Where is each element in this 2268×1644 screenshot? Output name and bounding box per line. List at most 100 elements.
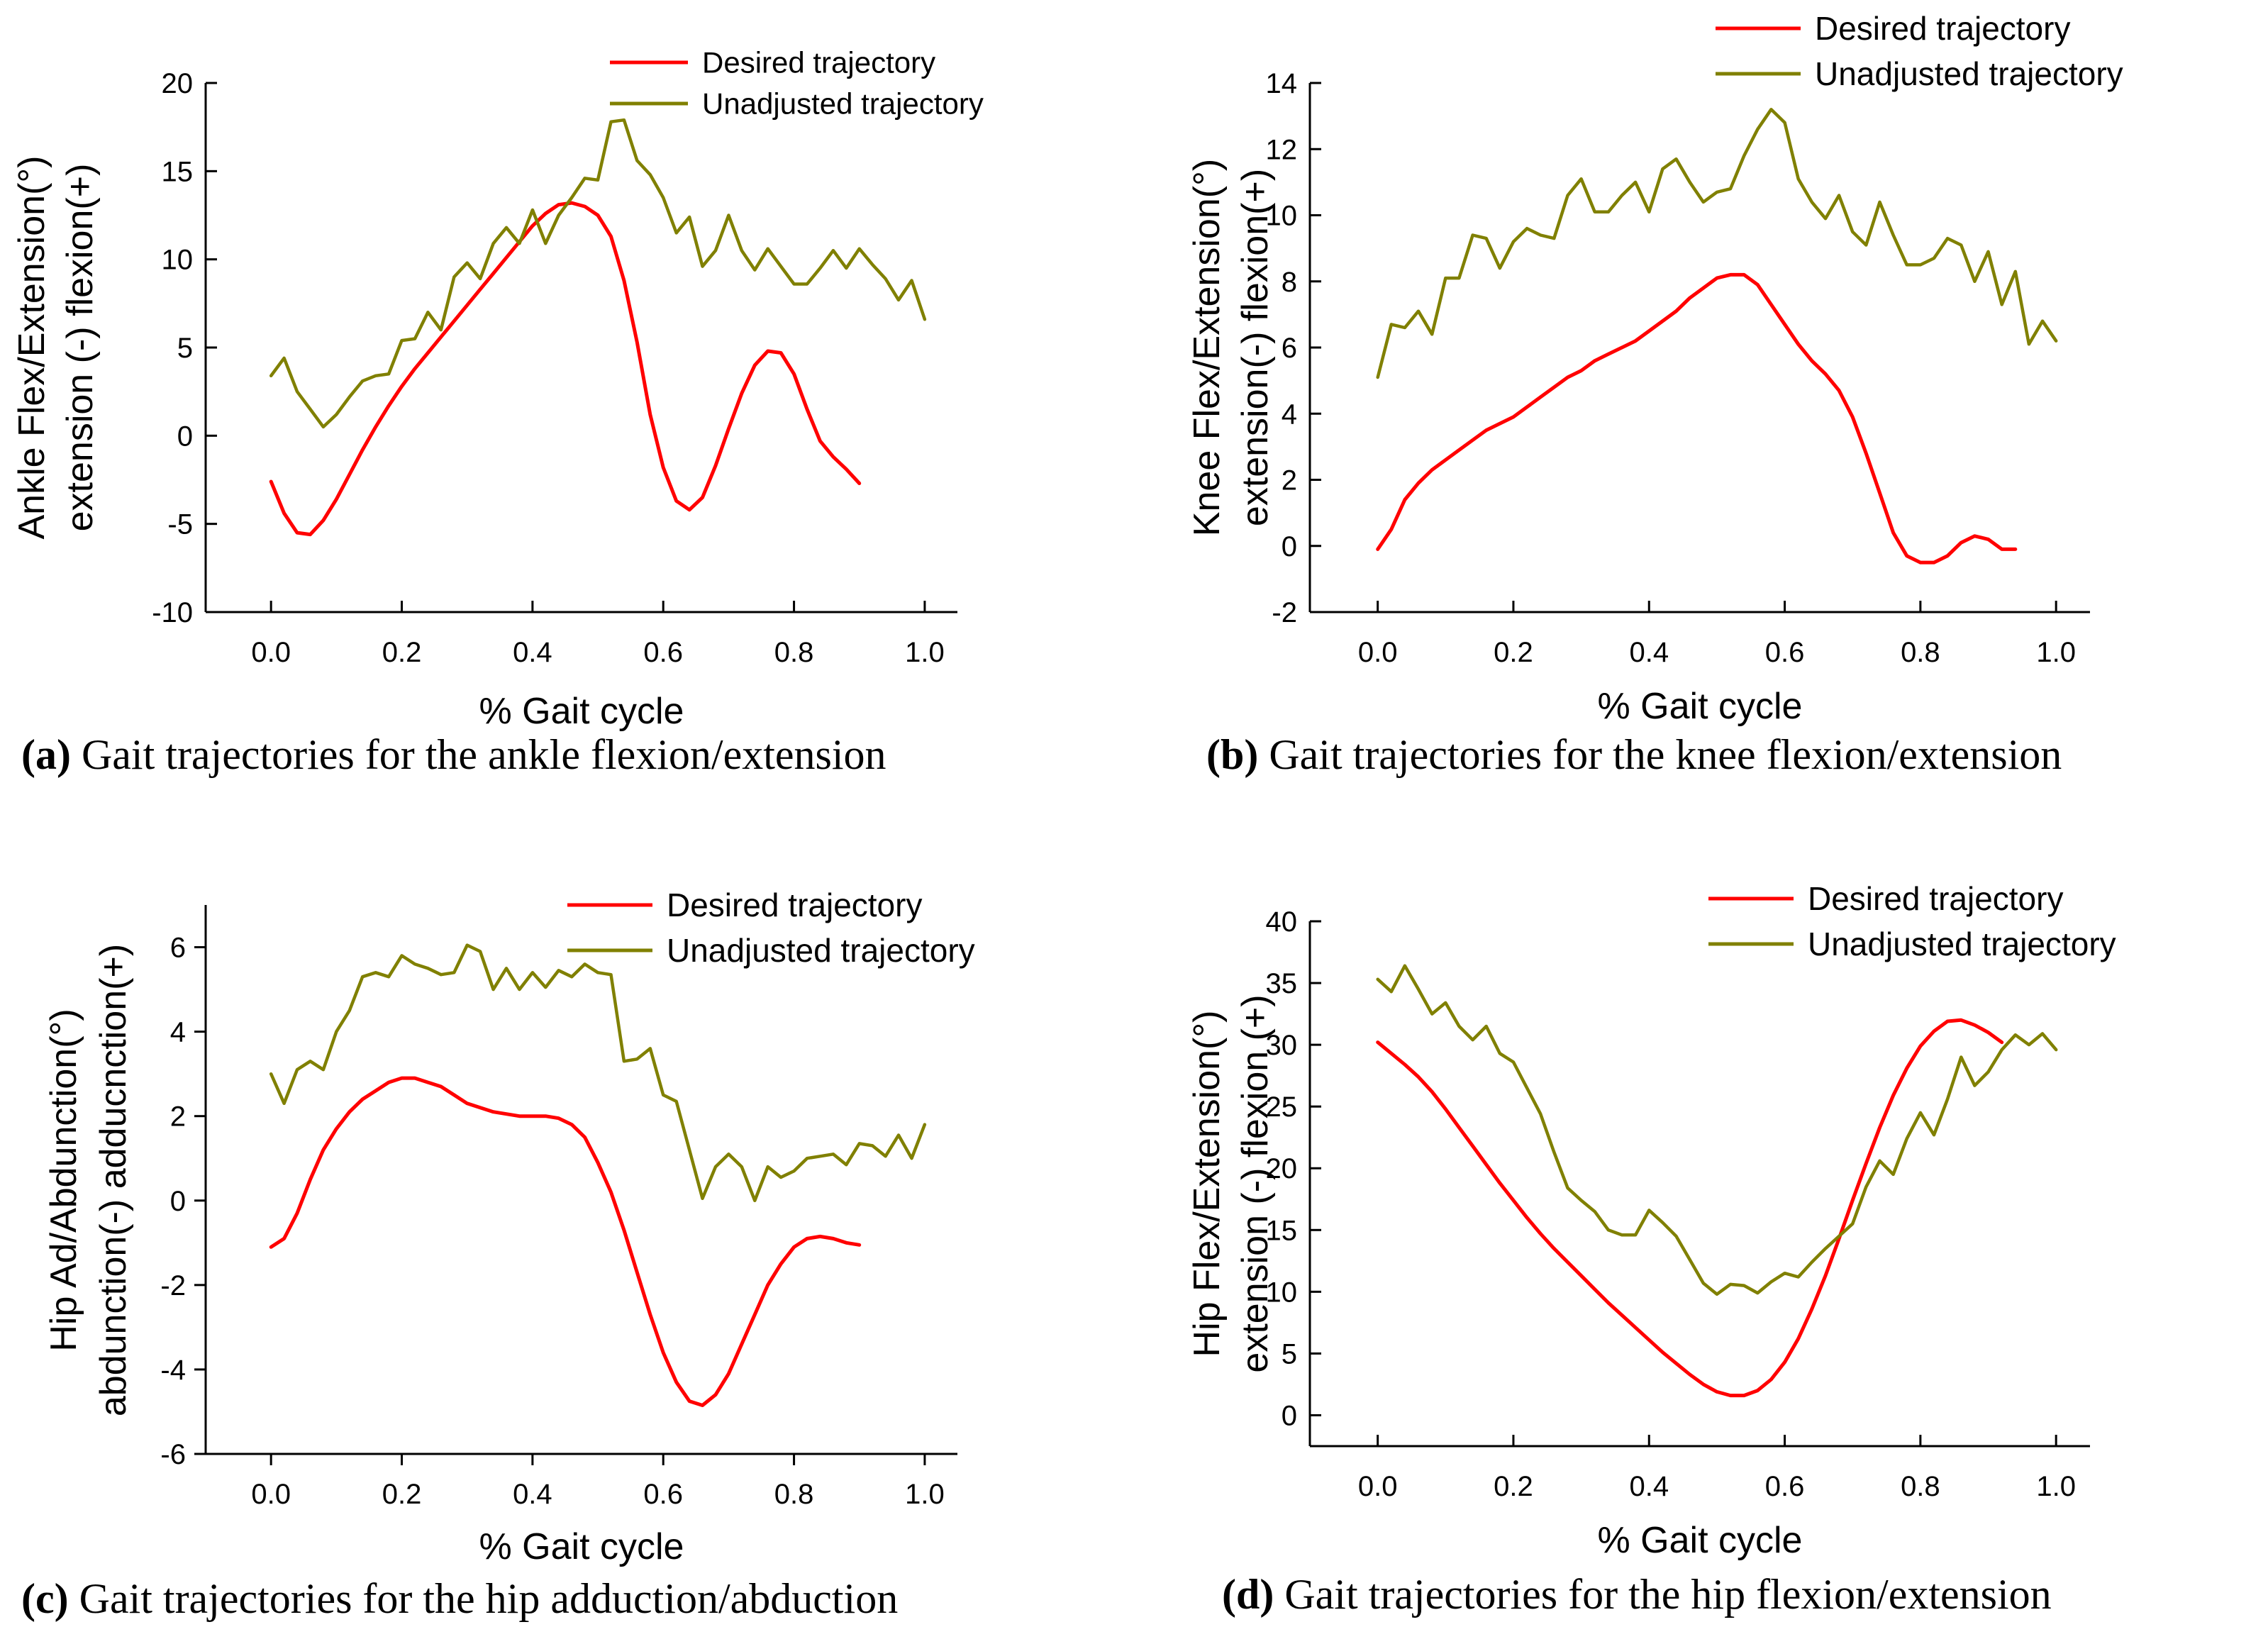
y-tick-label: 15 (162, 156, 194, 187)
unadjusted-trajectory-line (1376, 964, 2058, 1296)
y-tick-label: 14 (1266, 68, 1298, 99)
y-tick-label: 30 (1266, 1030, 1298, 1061)
panel-c: -6 -4 -2 0 2 4 6 0.0 0.2 0.4 0.6 0.8 1.0 % Gait cycle… (0, 822, 1134, 1644)
unadjusted-trajectory-line (1376, 108, 2058, 379)
y-axis-label-line2: extension (-) flexion (+) (1235, 994, 1276, 1372)
x-tick-label: 0.0 (251, 1479, 291, 1510)
panel-b: -2 0 2 4 6 8 10 12 14 0.0 0.2 0.4 0.6 0.8 1.0 % Gait cy… (1134, 0, 2268, 822)
unadjusted-trajectory-line (269, 118, 927, 429)
y-tick-label: 5 (1282, 1338, 1297, 1370)
y-tick-label: 35 (1266, 968, 1298, 999)
x-tick-label: 0.4 (1629, 637, 1669, 668)
x-tick-label: 0.2 (1494, 637, 1533, 668)
y-tick-label: 2 (1282, 465, 1297, 496)
panel-a: -10 -5 0 5 10 15 20 0.0 0.2 0.4 0.6 0.8 1.0 % Gait cy… (0, 0, 1134, 822)
y-axis-label-line1: Ankle Flex/Extension(°) (11, 156, 52, 540)
caption-text: Gait trajectories for the knee flexion/e… (1269, 731, 2062, 778)
y-tick-label: 4 (1282, 399, 1297, 430)
y-axis-label-line1: Knee Flex/Extension(°) (1186, 159, 1228, 536)
caption-text: Gait trajectories for the ankle flexion/… (81, 731, 886, 778)
panel-d: 0 5 10 15 20 25 30 35 40 0.0 0.2 0.4 0.6 0.8 1.0 % Gait… (1134, 822, 2268, 1644)
x-tick-label: 1.0 (905, 637, 945, 668)
x-tick-label: 1.0 (905, 1479, 945, 1510)
caption-letter: d (1235, 1571, 1260, 1618)
legend-label: Desired trajectory (1808, 880, 2063, 917)
x-tick-label: 0.2 (1494, 1471, 1533, 1502)
y-tick-label: -10 (152, 597, 193, 628)
y-axis-label-line1: Hip Ad/Abdunction(°) (43, 1009, 84, 1351)
legend-label: Unadjusted trajectory (702, 87, 984, 121)
y-tick-label: 6 (1282, 333, 1297, 364)
y-axis-label-line2: abdunction(-) adducnction(+) (93, 944, 134, 1416)
y-tick-label: 2 (170, 1101, 186, 1133)
y-tick-label: 10 (1266, 1277, 1298, 1308)
x-tick-label: 0.8 (1901, 1471, 1940, 1502)
x-tick-label: 0.8 (1901, 637, 1940, 668)
legend-label: Unadjusted trajectory (1808, 926, 2116, 962)
y-tick-label: 0 (177, 421, 193, 452)
caption-c: (c) Gait trajectories for the hip adduct… (21, 1575, 899, 1622)
x-axis-label: % Gait cycle (1598, 686, 1803, 727)
y-tick-label: 25 (1266, 1092, 1298, 1123)
caption-b: (b) Gait trajectories for the knee flexi… (1206, 731, 2062, 778)
x-axis-label: % Gait cycle (479, 1526, 684, 1567)
legend-label: Unadjusted trajectory (1815, 55, 2123, 92)
y-axis-label-line2: extension (-) flexion(+) (60, 164, 101, 532)
y-tick-label: 10 (1266, 201, 1298, 232)
x-tick-label: 0.6 (643, 637, 683, 668)
x-tick-label: 1.0 (2036, 637, 2076, 668)
y-tick-label: 6 (170, 933, 186, 964)
caption-text: Gait trajectories for the hip flexion/ex… (1284, 1571, 2052, 1618)
y-tick-label: 5 (177, 333, 193, 364)
y-tick-label: 8 (1282, 267, 1297, 298)
x-tick-label: 0.6 (1765, 637, 1805, 668)
x-tick-label: 0.4 (513, 1479, 552, 1510)
y-tick-label: -2 (1272, 597, 1297, 628)
caption-a: (a) Gait trajectories for the ankle flex… (21, 731, 886, 778)
y-tick-label: 15 (1266, 1215, 1298, 1246)
x-tick-label: 0.0 (1358, 1471, 1398, 1502)
chart-hip-flexion: 0 5 10 15 20 25 30 35 40 0.0 0.2 0.4 0.6 0.8 1.0 % Gait… (1186, 880, 2116, 1561)
y-tick-label: 10 (162, 245, 194, 276)
legend-label: Desired trajectory (667, 887, 922, 923)
caption-letter: c (35, 1575, 55, 1622)
desired-trajectory-line (1376, 272, 2018, 565)
x-tick-label: 0.4 (1629, 1471, 1669, 1502)
y-tick-label: -2 (160, 1270, 186, 1301)
y-tick-label: 20 (162, 68, 194, 99)
chart-ankle: -10 -5 0 5 10 15 20 0.0 0.2 0.4 0.6 0.8 1.0 % Gait cy… (11, 46, 984, 732)
x-tick-label: 0.6 (1765, 1471, 1805, 1502)
legend-label: Unadjusted trajectory (667, 932, 975, 969)
desired-trajectory-line (1376, 1018, 2004, 1398)
x-tick-label: 0.0 (1358, 637, 1398, 668)
y-axis-label-line2: extension(-) flexion(+) (1235, 169, 1276, 526)
chart-knee: -2 0 2 4 6 8 10 12 14 0.0 0.2 0.4 0.6 0.8 1.0 % Gait cy… (1186, 10, 2123, 727)
y-tick-label: -4 (160, 1355, 186, 1386)
y-tick-label: -6 (160, 1439, 186, 1470)
x-tick-label: 0.2 (382, 1479, 422, 1510)
chart-hip-adduction: -6 -4 -2 0 2 4 6 0.0 0.2 0.4 0.6 0.8 1.0 % Gait cycle… (43, 887, 975, 1567)
x-tick-label: 0.8 (774, 1479, 814, 1510)
x-tick-label: 0.6 (643, 1479, 683, 1510)
x-tick-label: 0.2 (382, 637, 422, 668)
y-tick-label: 4 (170, 1017, 186, 1048)
y-tick-label: 0 (1282, 1400, 1297, 1431)
x-tick-label: 1.0 (2036, 1471, 2076, 1502)
x-axis-label: % Gait cycle (1598, 1520, 1803, 1561)
y-tick-label: 12 (1266, 134, 1298, 165)
caption-letter: a (35, 731, 57, 778)
caption-text: Gait trajectories for the hip adduction/… (79, 1575, 899, 1622)
y-tick-label: 20 (1266, 1153, 1298, 1184)
y-tick-label: 0 (170, 1186, 186, 1217)
desired-trajectory-line (269, 1076, 862, 1407)
unadjusted-trajectory-line (269, 943, 927, 1203)
y-tick-label: 40 (1266, 906, 1298, 938)
y-axis-label-line1: Hip Flex/Extension(°) (1186, 1011, 1228, 1357)
x-axis-label: % Gait cycle (479, 691, 684, 732)
y-tick-label: -5 (167, 509, 193, 540)
caption-d: (d) Gait trajectories for the hip flexio… (1222, 1571, 2052, 1618)
caption-letter: b (1220, 731, 1245, 778)
y-tick-label: 0 (1282, 531, 1297, 562)
x-tick-label: 0.8 (774, 637, 814, 668)
x-tick-label: 0.4 (513, 637, 552, 668)
